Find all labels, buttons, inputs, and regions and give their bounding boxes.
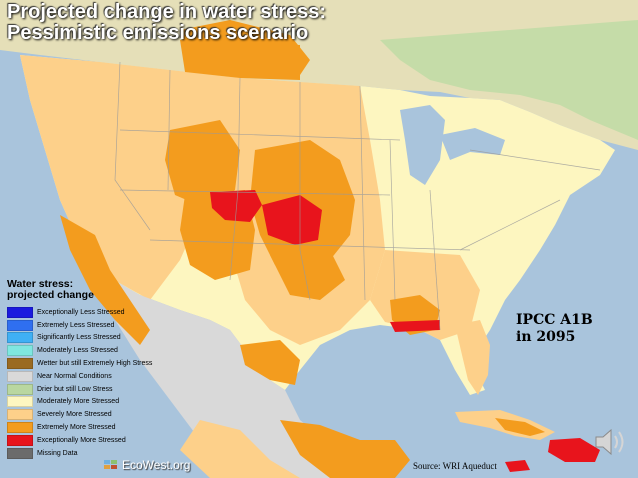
state-borders (114, 61, 601, 331)
legend-swatch (7, 434, 33, 446)
cuba-extreme-area (495, 418, 545, 436)
mexico-region (105, 275, 380, 478)
legend-item: Extremely Less Stressed (7, 319, 152, 332)
texas-extreme-area (240, 340, 300, 385)
great-lakes (400, 105, 445, 185)
legend-item: Extremely More Stressed (7, 421, 152, 434)
legend-items: Exceptionally Less Stressed Extremely Les… (7, 306, 152, 460)
legend-item: Near Normal Conditions (7, 370, 152, 383)
legend-swatch (7, 370, 33, 382)
annotation-line2: in 2095 (516, 329, 576, 345)
speaker-icon[interactable] (592, 424, 630, 460)
source-credit: Source: WRI Aqueduct (413, 461, 497, 471)
legend-item: Severely More Stressed (7, 408, 152, 421)
legend-item: Moderately Less Stressed (7, 344, 152, 357)
legend-label: Significantly Less Stressed (37, 334, 121, 342)
legend-label: Moderately Less Stressed (37, 347, 118, 355)
title-line1: Projected change in water stress: (7, 1, 327, 23)
legend-label: Drier but still Low Stress (37, 385, 113, 393)
legend-swatch (7, 358, 33, 370)
south-plains-extreme-area (270, 250, 345, 300)
legend: Water stress: projected change Exception… (7, 279, 152, 460)
california-extreme-area (60, 215, 150, 345)
legend-item: Significantly Less Stressed (7, 332, 152, 345)
legend-label: Extremely More Stressed (37, 424, 116, 432)
legend-title-line1: Water stress: (7, 278, 74, 290)
legend-label: Extremely Less Stressed (37, 321, 115, 329)
legend-swatch (7, 306, 33, 318)
montana-extreme-area (180, 40, 300, 80)
legend-title-line2: projected change (7, 289, 94, 301)
great-lakes-east (440, 128, 505, 160)
legend-label: Exceptionally More Stressed (37, 436, 126, 444)
scenario-annotation: IPCC A1B in 2095 (516, 312, 593, 346)
legend-label: Near Normal Conditions (37, 372, 112, 380)
ecowest-logo-icon (104, 460, 117, 469)
annotation-line1: IPCC A1B (516, 312, 593, 328)
canada-green-area (380, 20, 638, 140)
legend-swatch (7, 396, 33, 408)
legend-item: Missing Data (7, 447, 152, 460)
legend-swatch (7, 345, 33, 357)
mexico-extreme-area (280, 420, 410, 478)
legend-swatch (7, 409, 33, 421)
florida-region (455, 320, 490, 395)
mexico-severe-area (180, 420, 300, 478)
legend-swatch (7, 422, 33, 434)
kansas-exceptional-area (262, 195, 322, 245)
legend-label: Missing Data (37, 449, 78, 457)
legend-item: Moderately More Stressed (7, 396, 152, 409)
legend-swatch (7, 383, 33, 395)
map-title: Projected change in water stress: Pessim… (7, 2, 326, 44)
legend-label: Wetter but still Extremely High Stress (37, 360, 153, 368)
legend-item: Drier but still Low Stress (7, 383, 152, 396)
legend-title: Water stress: projected change (7, 279, 152, 301)
brand-name: EcoWest.org (122, 458, 191, 472)
florida-panhandle-exceptional-area (390, 320, 440, 332)
title-line2: Pessimistic emissions scenario (7, 22, 309, 44)
legend-item: Exceptionally More Stressed (7, 434, 152, 447)
brand: EcoWest.org (104, 458, 190, 472)
northwest-extreme-area (165, 120, 240, 210)
legend-swatch (7, 332, 33, 344)
hispaniola-island (548, 438, 600, 462)
legend-label: Moderately More Stressed (37, 398, 120, 406)
jamaica-island (505, 460, 530, 472)
legend-item: Wetter but still Extremely High Stress (7, 357, 152, 370)
legend-label: Severely More Stressed (37, 411, 112, 419)
legend-label: Exceptionally Less Stressed (37, 308, 125, 316)
legend-swatch (7, 447, 33, 459)
legend-item: Exceptionally Less Stressed (7, 306, 152, 319)
colorado-exceptional-area (210, 190, 262, 222)
legend-swatch (7, 319, 33, 331)
